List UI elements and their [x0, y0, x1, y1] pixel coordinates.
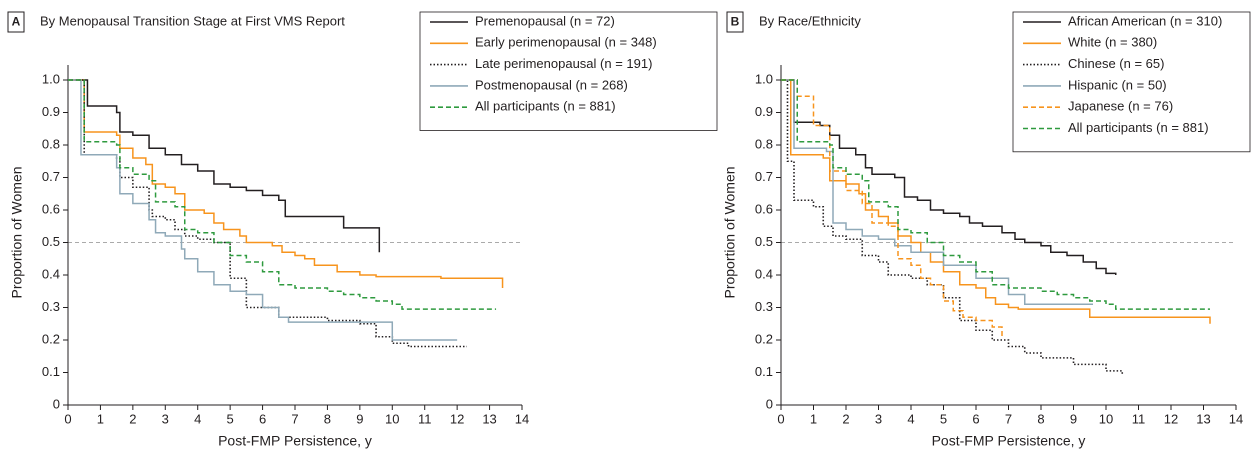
x-tick-label: 14: [1229, 411, 1243, 426]
y-tick-label: 0.3: [42, 299, 60, 314]
x-tick-label: 1: [97, 411, 104, 426]
y-axis-label: Proportion of Women: [9, 166, 25, 298]
y-tick-label: 0.1: [755, 364, 773, 379]
x-axis-label: Post-FMP Persistence, y: [218, 433, 372, 449]
y-tick-label: 0.2: [42, 331, 60, 346]
legend-label: Chinese (n = 65): [1068, 56, 1164, 71]
legend-label: White (n = 380): [1068, 35, 1157, 50]
x-tick-label: 10: [1099, 411, 1113, 426]
y-tick-label: 0.9: [755, 104, 773, 119]
x-tick-label: 13: [482, 411, 496, 426]
panel-label-box: [726, 11, 744, 33]
series-line: [781, 79, 1210, 310]
y-tick-label: 0.6: [42, 201, 60, 216]
legend-label: All participants (n = 881): [1068, 120, 1209, 135]
series-line: [68, 79, 504, 288]
x-tick-label: 6: [259, 411, 266, 426]
x-tick-label: 8: [1037, 411, 1044, 426]
series-line: [68, 79, 381, 253]
y-tick-label: 0.7: [42, 169, 60, 184]
y-axis-label: Proportion of Women: [722, 166, 738, 298]
y-tick-label: 0.7: [755, 169, 773, 184]
x-tick-label: 1: [810, 411, 817, 426]
x-tick-label: 3: [875, 411, 882, 426]
series-line: [781, 79, 1117, 275]
series-line: [781, 79, 1093, 305]
y-tick-label: 0: [53, 396, 60, 411]
y-tick-label: 0.6: [755, 201, 773, 216]
x-tick-label: 9: [356, 411, 363, 426]
y-tick-label: 0.9: [42, 104, 60, 119]
x-tick-label: 4: [907, 411, 914, 426]
panel-label: A: [12, 15, 21, 29]
y-tick-label: 1.0: [42, 71, 60, 86]
panel-label-box: [7, 11, 25, 33]
series-line: [781, 79, 1003, 337]
x-tick-label: 5: [227, 411, 234, 426]
x-tick-label: 0: [777, 411, 784, 426]
legend-box: [1012, 11, 1251, 153]
x-tick-label: 5: [940, 411, 947, 426]
x-tick-label: 11: [418, 411, 432, 426]
x-tick-label: 11: [1132, 411, 1146, 426]
legend-label: All participants (n = 881): [475, 99, 616, 114]
x-tick-label: 9: [1070, 411, 1077, 426]
x-tick-label: 4: [194, 411, 201, 426]
x-axis-label: Post-FMP Persistence, y: [932, 433, 1086, 449]
x-tick-label: 10: [385, 411, 399, 426]
series-line: [781, 79, 1211, 324]
panel-label: B: [731, 15, 740, 29]
x-tick-label: 3: [162, 411, 169, 426]
x-tick-label: 6: [972, 411, 979, 426]
x-tick-label: 13: [1196, 411, 1210, 426]
series-line: [68, 79, 467, 348]
x-tick-label: 7: [1005, 411, 1012, 426]
x-tick-label: 2: [129, 411, 136, 426]
series-line: [68, 79, 497, 310]
y-tick-label: 0: [766, 396, 773, 411]
x-tick-label: 2: [842, 411, 849, 426]
series-line: [68, 79, 458, 341]
legend-box: [419, 11, 718, 131]
legend-label: Early perimenopausal (n = 348): [475, 35, 657, 50]
y-tick-label: 0.1: [42, 364, 60, 379]
legend-label: Late perimenopausal (n = 191): [475, 56, 652, 71]
chart-title: By Race/Ethnicity: [759, 13, 861, 28]
y-tick-label: 1.0: [755, 71, 773, 86]
legend-label: Japanese (n = 76): [1068, 99, 1173, 114]
x-tick-label: 12: [1164, 411, 1178, 426]
chart-title: By Menopausal Transition Stage at First …: [40, 13, 345, 28]
x-tick-label: 7: [291, 411, 298, 426]
x-tick-label: 12: [450, 411, 464, 426]
y-tick-label: 0.3: [755, 299, 773, 314]
y-tick-label: 0.8: [42, 136, 60, 151]
legend-label: African American (n = 310): [1068, 13, 1222, 28]
y-tick-label: 0.8: [755, 136, 773, 151]
x-tick-label: 14: [515, 411, 529, 426]
legend-label: Premenopausal (n = 72): [475, 13, 615, 28]
y-tick-label: 0.2: [755, 331, 773, 346]
y-tick-label: 0.5: [42, 234, 60, 249]
y-tick-label: 0.4: [755, 266, 773, 281]
y-tick-label: 0.5: [755, 234, 773, 249]
x-tick-label: 0: [64, 411, 71, 426]
legend-label: Hispanic (n = 50): [1068, 77, 1167, 92]
x-tick-label: 8: [324, 411, 331, 426]
y-tick-label: 0.4: [42, 266, 60, 281]
legend-label: Postmenopausal (n = 268): [475, 77, 628, 92]
